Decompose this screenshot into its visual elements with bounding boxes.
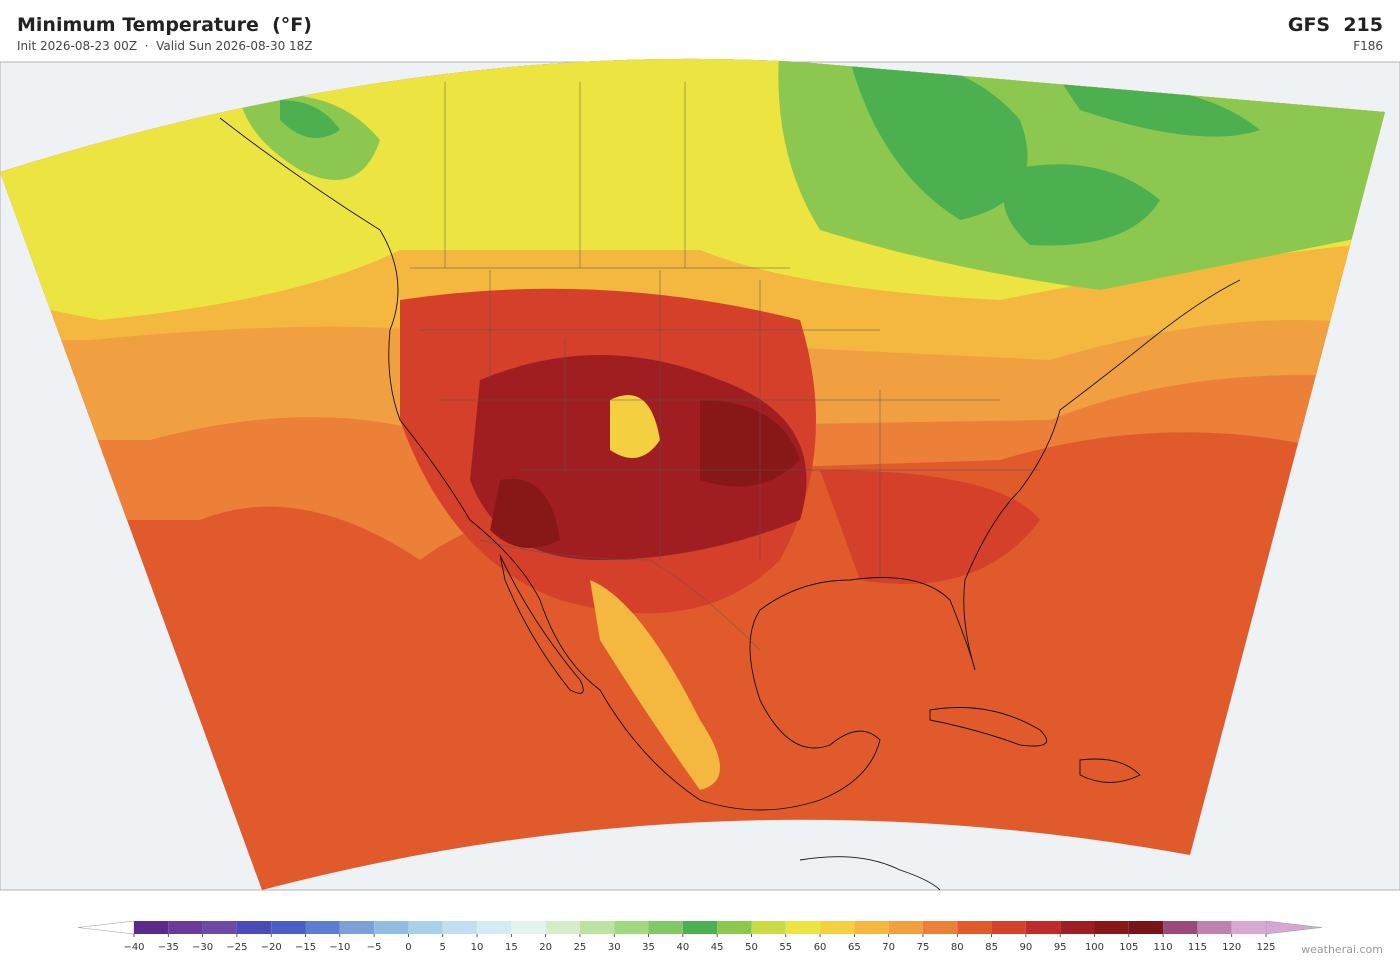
colorbar-tick-label: 90 [1020, 942, 1033, 953]
colorbar-bin [1231, 921, 1266, 934]
colorbar-tick-label: 120 [1222, 942, 1241, 953]
colorbar-tick-label: 75 [917, 942, 930, 953]
colorbar-tick-label: 60 [814, 942, 827, 953]
colorbar-bin [477, 921, 512, 934]
colorbar-tick-label: 10 [471, 942, 484, 953]
colorbar-bin [614, 921, 649, 934]
colorbar-tick-label: 0 [405, 942, 411, 953]
colorbar-tick-label: 25 [574, 942, 587, 953]
colorbar-bin [271, 921, 306, 934]
colorbar-tick-label: 70 [882, 942, 895, 953]
colorbar-bin [854, 921, 889, 934]
colorbar-bin [991, 921, 1026, 934]
map-title: Minimum Temperature (°F) [17, 14, 312, 36]
borders [410, 82, 1040, 651]
colorbar-bin [374, 921, 409, 934]
colorbar-bin [1197, 921, 1232, 934]
model-name: GFS 215 [1287, 14, 1383, 36]
colorbar-extend [1265, 920, 1323, 935]
colorbar-tick-label: 80 [951, 942, 964, 953]
colorbar-bin [579, 921, 615, 934]
colorbar-bin [1128, 921, 1164, 934]
colorbar-bin [511, 921, 546, 934]
colorbar-bin [751, 921, 786, 934]
forecast-hour: F186 [1353, 39, 1383, 53]
colorbar-tick-label: −30 [192, 942, 213, 953]
colorbar-bin [888, 921, 923, 934]
colorbar-tick-label: 15 [505, 942, 518, 953]
colorbar-bin [785, 921, 821, 934]
colorbar-tick-label: 95 [1054, 942, 1067, 953]
colorbar-bin [408, 921, 443, 934]
map-subtitle: Init 2026-08-23 00Z · Valid Sun 2026-08-… [17, 39, 313, 53]
colorbar-tick-label: 5 [440, 942, 446, 953]
colorbar-tick-label: 30 [608, 942, 621, 953]
colorbar-tick-label: 35 [642, 942, 655, 953]
colorbar-bin [236, 921, 272, 934]
colorbar-tick-label: 40 [676, 942, 689, 953]
colorbar-tick-label: −25 [226, 942, 247, 953]
colorbar-bin [442, 921, 478, 934]
colorbar-tick-label: 50 [745, 942, 758, 953]
credit: weatherai.com [1301, 943, 1383, 956]
colorbar-tick-label: 100 [1085, 942, 1104, 953]
colorbar-bin [339, 921, 375, 934]
colorbar-tick-label: −5 [367, 942, 382, 953]
colorbar-bin [717, 921, 752, 934]
colorbar-tick-label: −15 [295, 942, 316, 953]
colorbar-bin [922, 921, 958, 934]
colorbar-bin [957, 921, 992, 934]
colorbar-tick-label: 20 [539, 942, 552, 953]
colorbar-extend [77, 920, 135, 935]
colorbar-tick-label: −40 [123, 942, 144, 953]
colorbar-bin [648, 921, 683, 934]
colorbar-bin [545, 921, 580, 934]
colorbar-bin [1025, 921, 1061, 934]
temperature-field [0, 58, 1385, 891]
colorbar-tick-label: 45 [711, 942, 724, 953]
colorbar-bin [1094, 921, 1129, 934]
colorbar-bin [1163, 921, 1198, 934]
colorbar-bin [1060, 921, 1095, 934]
colorbar-tick-label: −20 [261, 942, 282, 953]
colorbar-tick-label: 85 [985, 942, 998, 953]
colorbar-tick-label: −35 [158, 942, 179, 953]
colorbar-tick-label: 110 [1154, 942, 1173, 953]
colorbar-tick-label: −10 [329, 942, 350, 953]
colorbar-bin [305, 921, 340, 934]
colorbar-bin [820, 921, 855, 934]
colorbar-tick-label: 115 [1188, 942, 1207, 953]
colorbar-tick-label: 55 [779, 942, 792, 953]
colorbar-bin [134, 921, 169, 934]
colorbar-tick-label: 65 [848, 942, 861, 953]
coastlines [219, 117, 1241, 891]
colorbar-bin [682, 921, 718, 934]
colorbar-bin [202, 921, 237, 934]
colorbar-tick-label: 125 [1256, 942, 1275, 953]
colorbar-bin [168, 921, 203, 934]
colorbar-tick-label: 105 [1119, 942, 1138, 953]
